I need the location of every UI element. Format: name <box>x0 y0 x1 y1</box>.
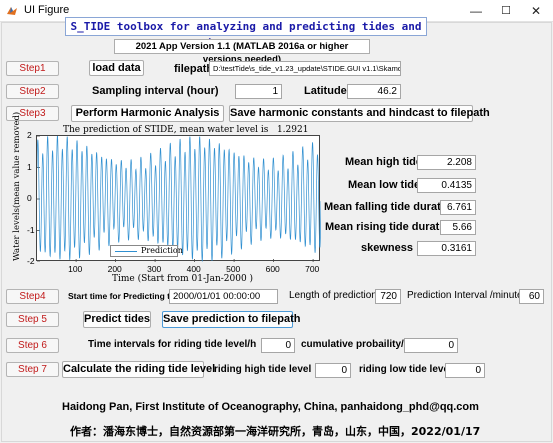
mean-low-tides-field[interactable]: 0.4135 <box>417 178 476 193</box>
mean-high-tides-field[interactable]: 2.208 <box>417 155 476 170</box>
chart-legend: Prediction <box>110 245 183 257</box>
step1-button[interactable]: Step1 <box>6 61 59 76</box>
legend-line <box>115 251 137 252</box>
load-data-button[interactable]: load data <box>89 60 144 76</box>
xtick-label: 400 <box>186 264 201 274</box>
step5-button[interactable]: Step 5 <box>6 312 59 327</box>
mean-low-tides-label: Mean low tides <box>348 179 427 191</box>
latitude-field[interactable]: 46.2 <box>347 84 401 99</box>
prediction-interval-label: Prediction Interval /minute <box>407 290 523 301</box>
start-time-field[interactable]: 2000/01/01 00:00:00 <box>169 289 278 304</box>
step6-button[interactable]: Step 6 <box>6 338 59 353</box>
chart-xlabel: Time (Start from 01-Jan-2000 ) <box>112 274 254 284</box>
chart-ylabel: Water levels(mean value removed) <box>12 111 22 261</box>
matlab-app-icon <box>7 7 17 15</box>
calculate-riding-tide-button[interactable]: Calculate the riding tide level <box>62 361 215 378</box>
save-harmonic-constants-button[interactable]: Save harmonic constants and hindcast to … <box>229 105 490 122</box>
mean-falling-duration-field[interactable]: 6.761 <box>440 200 476 215</box>
chart-title: The prediction of STIDE, mean water leve… <box>63 125 309 135</box>
filepath-field[interactable]: D:\testTide\s_tide_v1.23_update\STIDE.GU… <box>209 61 401 76</box>
mean-rising-duration-field[interactable]: 5.66 <box>440 220 476 235</box>
prediction-chart <box>36 134 322 263</box>
step3-button[interactable]: Step3 <box>6 106 59 121</box>
xtick-label: 700 <box>305 264 320 274</box>
ytick-label: 2 <box>27 130 32 140</box>
perform-harmonic-analysis-button[interactable]: Perform Harmonic Analysis <box>71 105 224 122</box>
step4-button[interactable]: Step4 <box>6 289 59 304</box>
predict-tides-button[interactable]: Predict tides <box>83 311 151 328</box>
riding-high-tide-label: riding high tide level <box>214 364 312 375</box>
riding-low-tide-label: riding low tide level <box>359 364 452 375</box>
minimize-button[interactable]: — <box>470 4 482 18</box>
version-label: 2021 App Version 1.1 (MATLAB 2016a or hi… <box>114 39 370 65</box>
app-client-area: S_TIDE toolbox for analyzing and predict… <box>1 17 552 442</box>
length-of-prediction-label: Length of prediction <box>289 290 377 301</box>
length-of-prediction-field[interactable]: 720 <box>375 289 401 304</box>
riding-high-tide-field[interactable]: 0 <box>315 363 351 378</box>
save-prediction-button[interactable]: Save prediction to filepath <box>162 311 301 328</box>
cumulative-probability-field[interactable]: 0 <box>404 338 458 353</box>
ytick-label: 0 <box>27 193 32 203</box>
author-chinese: 作者：潘海东博士，自然资源部第一海洋研究所，青岛，山东，中国，2022/01/1… <box>70 425 481 438</box>
legend-label: Prediction <box>141 246 183 255</box>
ytick-label: -2 <box>27 256 35 266</box>
start-time-label: Start time for Predicting tides <box>68 291 188 301</box>
skewness-label: skewness <box>361 242 413 254</box>
chart-canvas <box>36 134 322 263</box>
xtick-label: 300 <box>147 264 162 274</box>
ytick-label: -1 <box>27 224 35 235</box>
mean-rising-duration-label: Mean rising tide duration/h <box>325 221 466 233</box>
app-title: S_TIDE toolbox for analyzing and predict… <box>65 17 427 50</box>
riding-interval-label: Time intervals for riding tide level/h <box>88 339 257 350</box>
riding-low-tide-field[interactable]: 0 <box>445 363 485 378</box>
sampling-interval-label: Sampling interval (hour) <box>92 85 219 97</box>
step2-button[interactable]: Step2 <box>6 84 59 99</box>
close-button[interactable]: ✕ <box>530 4 542 18</box>
author-english: Haidong Pan, First Institute of Oceanogr… <box>62 401 479 413</box>
step7-button[interactable]: Step 7 <box>6 362 59 377</box>
latitude-label: Latitude <box>304 85 347 97</box>
mean-falling-duration-label: Mean falling tide duration/h <box>324 201 467 213</box>
ytick-label: 1 <box>27 161 32 172</box>
window-title: UI Figure <box>24 4 70 16</box>
cumulative-probability-label: cumulative probaility/% <box>301 339 413 350</box>
filepath-label: filepath <box>174 63 214 75</box>
skewness-field[interactable]: 0.3161 <box>417 241 476 256</box>
prediction-series-line <box>36 134 322 262</box>
prediction-interval-field[interactable]: 60 <box>519 289 544 304</box>
xtick-label: 200 <box>107 264 122 274</box>
maximize-button[interactable]: ☐ <box>501 5 511 17</box>
xtick-label: 100 <box>68 264 83 274</box>
xtick-label: 600 <box>265 264 280 274</box>
riding-interval-field[interactable]: 0 <box>261 338 295 353</box>
xtick-label: 500 <box>226 264 241 274</box>
sampling-interval-field[interactable]: 1 <box>235 84 282 99</box>
mean-high-tides-label: Mean high tides <box>345 156 429 168</box>
